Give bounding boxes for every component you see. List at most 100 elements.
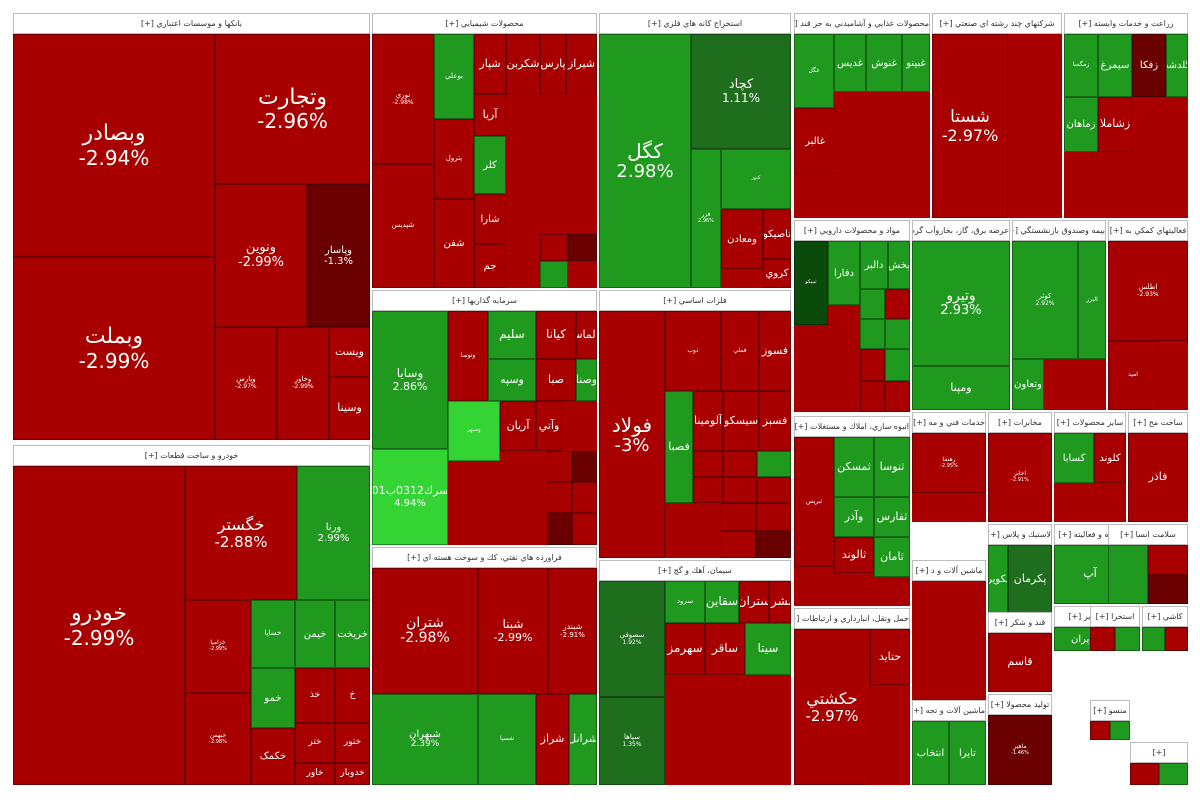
stock-tile-small[interactable]: [1159, 763, 1188, 785]
sector-title[interactable]: استخرا [+]: [1090, 606, 1140, 627]
sector-title[interactable]: محصولات شيميايي [+]: [372, 13, 597, 34]
sector-title[interactable]: بانکها و موسسات اعتباري [+]: [13, 13, 370, 34]
stock-tile[interactable]: وتيرو 2.93%: [912, 241, 1010, 366]
stock-tile[interactable]: وتجارت -2.96%: [215, 34, 370, 184]
stock-tile[interactable]: ومعادن: [721, 209, 763, 269]
stock-tile[interactable]: کوثر 2.92%: [1012, 241, 1078, 359]
stock-tile[interactable]: آريا: [474, 94, 506, 136]
stock-tile[interactable]: آريان: [500, 401, 536, 451]
stock-tile[interactable]: فملي: [721, 311, 759, 391]
sector-title[interactable]: فلزات اساسي [+]: [599, 290, 791, 311]
stock-tile[interactable]: ثمسكن: [834, 437, 874, 497]
stock-tile[interactable]: رهنما -2.95%: [912, 433, 986, 493]
stock-tile[interactable]: کچاد 1.11%: [691, 34, 791, 149]
stock-tile[interactable]: صبا: [536, 359, 576, 401]
sector-title[interactable]: بيمه وصندوق بازنشستگي [+]: [1012, 220, 1106, 241]
stock-tile[interactable]: شپار: [474, 34, 506, 94]
sector-title[interactable]: توليد محصولا [+]: [988, 694, 1052, 715]
stock-tile[interactable]: پارس: [540, 34, 566, 94]
stock-tile[interactable]: غنوش: [866, 34, 902, 92]
stock-tile-small[interactable]: [1110, 721, 1130, 740]
stock-tile[interactable]: پکوير: [988, 545, 1008, 614]
stock-tile[interactable]: قاسم: [988, 633, 1052, 692]
stock-tile[interactable]: زمگسا: [1064, 34, 1098, 97]
stock-tile[interactable]: ثالوند: [834, 537, 874, 573]
stock-tile[interactable]: شبنا -2.99%: [478, 568, 548, 694]
stock-tile-small[interactable]: [572, 513, 597, 545]
stock-tile[interactable]: ختور: [335, 723, 370, 763]
stock-tile[interactable]: فولاد -3%: [599, 311, 665, 558]
sector-title[interactable]: ساير محصولات [+]: [1054, 412, 1126, 433]
stock-tile[interactable]: کروي: [763, 259, 791, 288]
stock-tile[interactable]: نوري -2.98%: [372, 34, 434, 164]
stock-tile[interactable]: وآتي: [536, 401, 562, 451]
stock-tile[interactable]: وبملت -2.99%: [13, 257, 215, 440]
stock-tile-small[interactable]: [572, 482, 597, 513]
stock-tile[interactable]: ثنوسا: [874, 437, 910, 497]
sector-title[interactable]: فعاليتهاي كمكي به [+]: [1108, 220, 1188, 241]
sector-title[interactable]: انبوه سازي، املاك و مستغلات [+]: [794, 416, 910, 437]
stock-tile-small[interactable]: [860, 381, 885, 412]
sector-title[interactable]: شرکتهاي چند رشته اي صنعتي [+]: [932, 13, 1062, 34]
stock-tile-small[interactable]: [756, 503, 791, 531]
stock-tile[interactable]: پخش: [888, 241, 910, 289]
stock-tile-small[interactable]: [1090, 627, 1115, 651]
stock-tile-small[interactable]: [885, 319, 910, 349]
stock-tile-small[interactable]: [757, 477, 791, 503]
stock-tile[interactable]: سيمرغ: [1098, 34, 1132, 97]
stock-tile[interactable]: شبهران 2.39%: [372, 694, 478, 785]
stock-tile[interactable]: شتران -2.98%: [372, 568, 478, 694]
stock-tile[interactable]: ثامان: [874, 537, 910, 577]
stock-tile[interactable]: سيسکو: [723, 391, 759, 451]
stock-tile-small[interactable]: [885, 349, 910, 381]
stock-tile-small[interactable]: [693, 451, 723, 477]
sector-title[interactable]: سلامت انسا [+]: [1108, 524, 1188, 545]
stock-tile[interactable]: وبصادر -2.94%: [13, 34, 215, 257]
stock-tile-small[interactable]: [860, 349, 885, 381]
stock-tile[interactable]: غبينو: [902, 34, 930, 92]
stock-tile[interactable]: زگلدشت: [1166, 34, 1188, 97]
stock-tile[interactable]: شسپا: [478, 694, 536, 785]
stock-tile[interactable]: شستا -2.97%: [932, 34, 1008, 218]
stock-tile[interactable]: شبندر -2.91%: [548, 568, 597, 694]
stock-tile[interactable]: والماس: [576, 311, 597, 359]
stock-tile-small[interactable]: [540, 234, 568, 261]
stock-tile[interactable]: حتايد: [870, 629, 910, 685]
stock-tile[interactable]: وتعاون: [1012, 359, 1044, 410]
stock-tile-small[interactable]: [572, 451, 597, 482]
stock-tile[interactable]: ختر: [295, 723, 335, 763]
stock-tile-small[interactable]: [540, 261, 568, 288]
stock-tile[interactable]: سصوفي 1.92%: [599, 581, 665, 697]
stock-tile[interactable]: زفکا: [1132, 34, 1166, 97]
stock-tile[interactable]: خزامیا -2.99%: [185, 600, 251, 693]
stock-tile[interactable]: وپارس -2.97%: [215, 327, 277, 440]
stock-tile-small[interactable]: [721, 531, 756, 558]
stock-tile-small[interactable]: [1148, 575, 1188, 604]
stock-tile[interactable]: فسوز: [759, 311, 791, 391]
stock-tile[interactable]: آلومينا: [693, 391, 723, 451]
sector-title[interactable]: [+]: [1130, 742, 1188, 763]
sector-title[interactable]: محصولات غذايي و آشاميدني به جز قند [+]: [794, 13, 930, 34]
stock-tile[interactable]: شراز: [536, 694, 569, 785]
stock-tile-small[interactable]: [1165, 627, 1188, 651]
stock-tile[interactable]: تاصيکو: [763, 209, 791, 259]
stock-tile[interactable]: خکمک: [251, 728, 295, 785]
sector-title[interactable]: مخابرات [+]: [988, 412, 1052, 433]
stock-tile-small[interactable]: [693, 477, 723, 503]
stock-tile[interactable]: ومپنا: [912, 366, 1010, 410]
sector-title[interactable]: لاستيك و پلاس [+]: [988, 524, 1052, 545]
stock-tile-small[interactable]: [721, 503, 756, 531]
stock-tile[interactable]: خساپا: [251, 600, 295, 668]
sector-title[interactable]: استخراج کانه هاي فلزي [+]: [599, 13, 791, 34]
stock-tile[interactable]: خ: [335, 668, 370, 723]
stock-tile-small[interactable]: [1130, 763, 1159, 785]
stock-tile-small[interactable]: [723, 477, 757, 503]
sector-title[interactable]: حمل ونقل، انبارداري و ارتباطات [+]: [794, 608, 910, 629]
stock-tile[interactable]: غگل: [794, 34, 834, 108]
sector-title[interactable]: ماشين آلات و تجه [+]: [912, 700, 986, 721]
stock-tile[interactable]: شيراز: [566, 34, 597, 94]
stock-tile[interactable]: غالبر: [794, 108, 836, 174]
stock-tile[interactable]: شارا: [474, 194, 506, 244]
stock-tile-small[interactable]: [1108, 545, 1148, 604]
stock-tile[interactable]: خمو: [251, 668, 295, 728]
